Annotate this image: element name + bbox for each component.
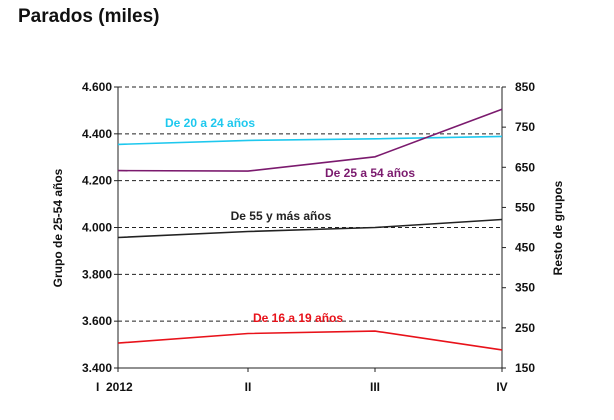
series-label: De 20 a 24 años	[165, 116, 255, 130]
series-line	[117, 330, 503, 351]
x-tick-label: IV	[496, 380, 507, 394]
x-tick-label: III	[370, 380, 380, 394]
x-tick-label: II	[245, 380, 252, 394]
y-right-tick-label: 850	[515, 80, 535, 94]
x-tick-label: I 2012	[96, 380, 133, 394]
y-left-tick-label: 4.600	[82, 80, 112, 94]
y-right-axis-label: Resto de grupos	[551, 180, 565, 275]
chart-title: Parados (miles)	[18, 6, 160, 27]
y-left-tick-label: 4.000	[82, 221, 112, 235]
y-right-tick-label: 550	[515, 200, 535, 214]
tick-labels: 3.400 3.600 3.800 4.000 4.200 4.400 4.600 150 25…	[82, 80, 535, 394]
y-left-tick-label: 3.600	[82, 314, 112, 328]
y-left-tick-label: 3.400	[82, 361, 112, 375]
y-right-tick-label: 150	[515, 361, 535, 375]
series-label: De 55 y más años	[231, 209, 332, 223]
y-left-tick-label: 4.400	[82, 127, 112, 141]
series-label: De 16 a 19 años	[253, 311, 343, 325]
y-left-axis-label: Grupo de 25-54 años	[51, 168, 65, 287]
y-left-tick-label: 3.800	[82, 267, 112, 281]
y-left-tick-label: 4.200	[82, 174, 112, 188]
series-label: De 25 a 54 años	[325, 166, 415, 180]
y-right-tick-label: 350	[515, 281, 535, 295]
y-right-tick-label: 650	[515, 160, 535, 174]
y-right-tick-label: 750	[515, 120, 535, 134]
series-line	[117, 218, 503, 239]
series-line	[117, 135, 503, 146]
axes	[114, 86, 506, 372]
gridlines	[118, 86, 502, 322]
series-line	[117, 108, 503, 172]
y-right-tick-label: 250	[515, 321, 535, 335]
y-right-tick-label: 450	[515, 241, 535, 255]
series-labels: De 20 a 24 años De 25 a 54 años De 55 y má…	[165, 116, 415, 325]
series-lines	[117, 108, 503, 351]
